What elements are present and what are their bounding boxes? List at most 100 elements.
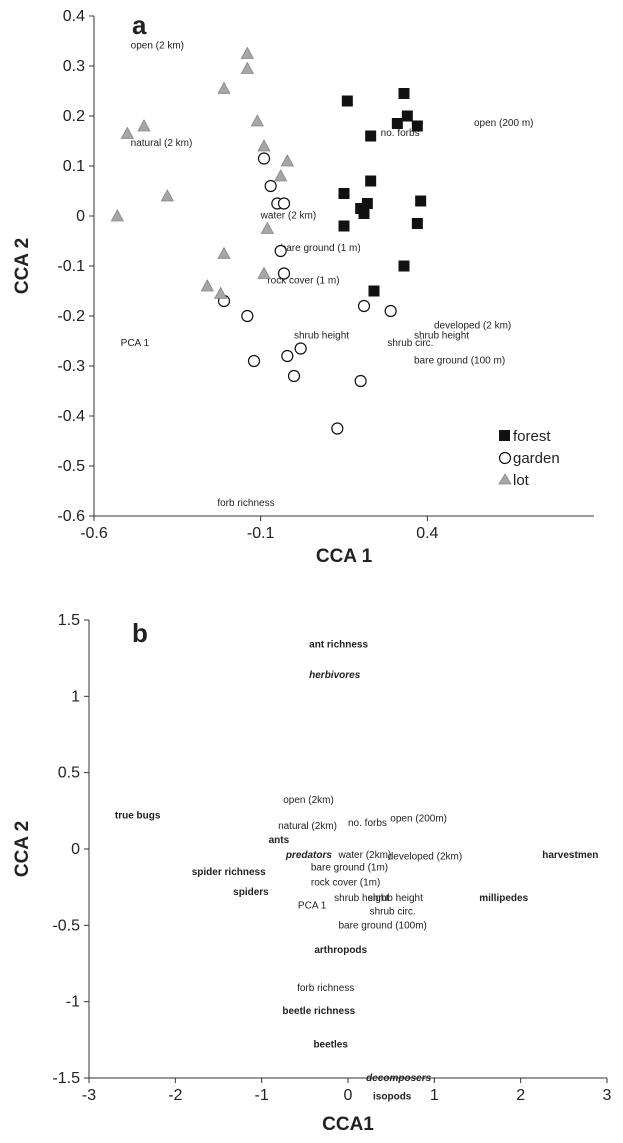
panel-a-x-tick-label: 0.4 bbox=[416, 525, 438, 542]
panel-a-y-tick-label: 0 bbox=[76, 208, 85, 225]
legend-forest-marker bbox=[499, 430, 510, 441]
panel-b-x-tick-label: 1 bbox=[430, 1087, 439, 1104]
point-forest bbox=[368, 285, 380, 297]
point-garden bbox=[274, 244, 287, 258]
panel-a-label: a bbox=[132, 10, 147, 40]
point-garden bbox=[287, 369, 301, 383]
point-garden bbox=[331, 422, 344, 435]
variable-label: ants bbox=[269, 835, 290, 846]
point-lot bbox=[120, 126, 135, 139]
point-lot bbox=[217, 246, 231, 259]
panel-b-y-ticks: -1.5 -1 -0.5 0 0.5 1 1.5 bbox=[52, 612, 89, 1087]
panel-b-y-tick-label: 1.5 bbox=[58, 612, 80, 629]
panel-b-y-tick-label: 0.5 bbox=[58, 765, 80, 782]
variable-label: spiders bbox=[233, 887, 269, 898]
variable-label: beetles bbox=[313, 1039, 348, 1050]
variable-label: ant richness bbox=[309, 639, 368, 650]
panel-b-variable-labels: ant richness herbivores open (2km) true bug… bbox=[115, 639, 598, 1102]
panel-b-x-tick-label: 3 bbox=[603, 1087, 612, 1104]
panel-a-y-tick-label: 0.3 bbox=[63, 58, 85, 75]
variable-label: decomposers bbox=[366, 1073, 431, 1084]
variable-label: PCA 1 bbox=[298, 901, 327, 912]
variable-label: millipedes bbox=[479, 893, 528, 904]
panel-b-x-ticks: -3 -2 -1 0 1 2 3 bbox=[82, 1078, 612, 1104]
variable-label: rock cover (1 m) bbox=[267, 276, 339, 287]
panel-b-label: b bbox=[132, 618, 148, 648]
panel-a-y-tick-label: -0.1 bbox=[57, 258, 85, 275]
point-forest bbox=[358, 208, 370, 219]
point-lot bbox=[260, 221, 275, 234]
panel-a-y-tick-label: 0.1 bbox=[63, 158, 85, 175]
legend-garden-marker bbox=[498, 451, 512, 465]
panel-b-y-tick-label: -1 bbox=[66, 994, 80, 1011]
panel-a-x-axis-title: CCA 1 bbox=[316, 546, 373, 567]
legend-lot-marker bbox=[498, 473, 512, 485]
panel-a-points bbox=[110, 46, 427, 435]
panel-a-y-tick-label: 0.2 bbox=[63, 108, 85, 125]
point-lot bbox=[240, 46, 255, 59]
panel-b-x-tick-label: 0 bbox=[344, 1087, 353, 1104]
point-forest bbox=[365, 130, 377, 142]
variable-label: isopods bbox=[373, 1091, 412, 1102]
panel-a-y-tick-label: -0.4 bbox=[57, 408, 85, 425]
point-lot bbox=[137, 119, 151, 132]
chart-panel-b: b -1.5 -1 -0.5 0 0.5 1 1.5 -3 -2 -1 0 1 2 3 ant rich… bbox=[12, 612, 612, 1135]
point-forest bbox=[398, 260, 410, 272]
point-garden bbox=[257, 152, 271, 165]
panel-a-x-tick-label: -0.1 bbox=[247, 525, 275, 542]
point-lot bbox=[273, 169, 288, 182]
variable-label: developed (2km) bbox=[388, 852, 462, 863]
variable-label: no. forbs bbox=[348, 818, 387, 829]
variable-label: arthropods bbox=[314, 945, 367, 956]
panel-b-x-tick-label: 2 bbox=[516, 1087, 525, 1104]
variable-label: open (200 m) bbox=[474, 118, 533, 129]
variable-label: shrub circ. bbox=[370, 907, 416, 918]
variable-label: predators bbox=[285, 850, 333, 861]
variable-label: water (2km) bbox=[338, 850, 392, 861]
legend-forest-label: forest bbox=[513, 428, 551, 445]
variable-label: beetle richness bbox=[282, 1006, 355, 1017]
point-lot bbox=[217, 81, 231, 94]
point-forest bbox=[361, 198, 373, 209]
variable-label: open (2 km) bbox=[131, 41, 184, 52]
variable-label: bare ground (100 m) bbox=[414, 356, 505, 367]
panel-b-y-tick-label: 1 bbox=[71, 688, 80, 705]
panel-b-x-axis-title: CCA1 bbox=[322, 1114, 374, 1135]
panel-b-x-tick-label: -2 bbox=[168, 1087, 182, 1104]
variable-label: shrub height bbox=[334, 893, 389, 904]
point-garden bbox=[241, 309, 254, 323]
panel-a-y-tick-label: -0.6 bbox=[57, 508, 85, 525]
point-garden bbox=[277, 197, 291, 210]
point-lot bbox=[257, 139, 271, 152]
variable-label: spider richness bbox=[192, 867, 266, 878]
variable-label: shrub height bbox=[294, 331, 349, 342]
legend-lot-label: lot bbox=[513, 472, 530, 489]
point-lot bbox=[160, 189, 175, 202]
variable-label: developed (2 km) bbox=[434, 321, 511, 332]
point-lot bbox=[213, 286, 228, 299]
point-garden bbox=[247, 354, 261, 368]
point-lot bbox=[200, 279, 215, 292]
point-garden bbox=[281, 349, 294, 363]
point-garden bbox=[357, 299, 371, 313]
point-forest bbox=[415, 195, 427, 207]
panel-a-x-ticks: -0.6 -0.1 0.4 bbox=[80, 516, 439, 542]
panel-a-y-tick-label: -0.5 bbox=[57, 458, 85, 475]
variable-label: natural (2 km) bbox=[131, 138, 193, 149]
point-forest bbox=[411, 120, 423, 132]
point-forest bbox=[341, 95, 353, 107]
point-forest bbox=[365, 175, 377, 187]
panel-b-y-tick-label: -0.5 bbox=[52, 917, 80, 934]
panel-a-variable-labels: open (2 km) natural (2 km) open (200 m) no.… bbox=[121, 41, 534, 510]
point-lot bbox=[110, 209, 125, 222]
point-garden bbox=[294, 342, 307, 355]
variable-label: shrub height bbox=[414, 331, 469, 342]
variable-label: harvestmen bbox=[542, 850, 598, 861]
point-garden bbox=[384, 304, 397, 318]
panel-b-x-tick-label: -3 bbox=[82, 1087, 96, 1104]
point-lot bbox=[250, 114, 265, 127]
panel-a-y-tick-label: -0.2 bbox=[57, 308, 85, 325]
panel-a-y-tick-label: 0.4 bbox=[63, 8, 85, 25]
point-garden bbox=[354, 374, 367, 388]
